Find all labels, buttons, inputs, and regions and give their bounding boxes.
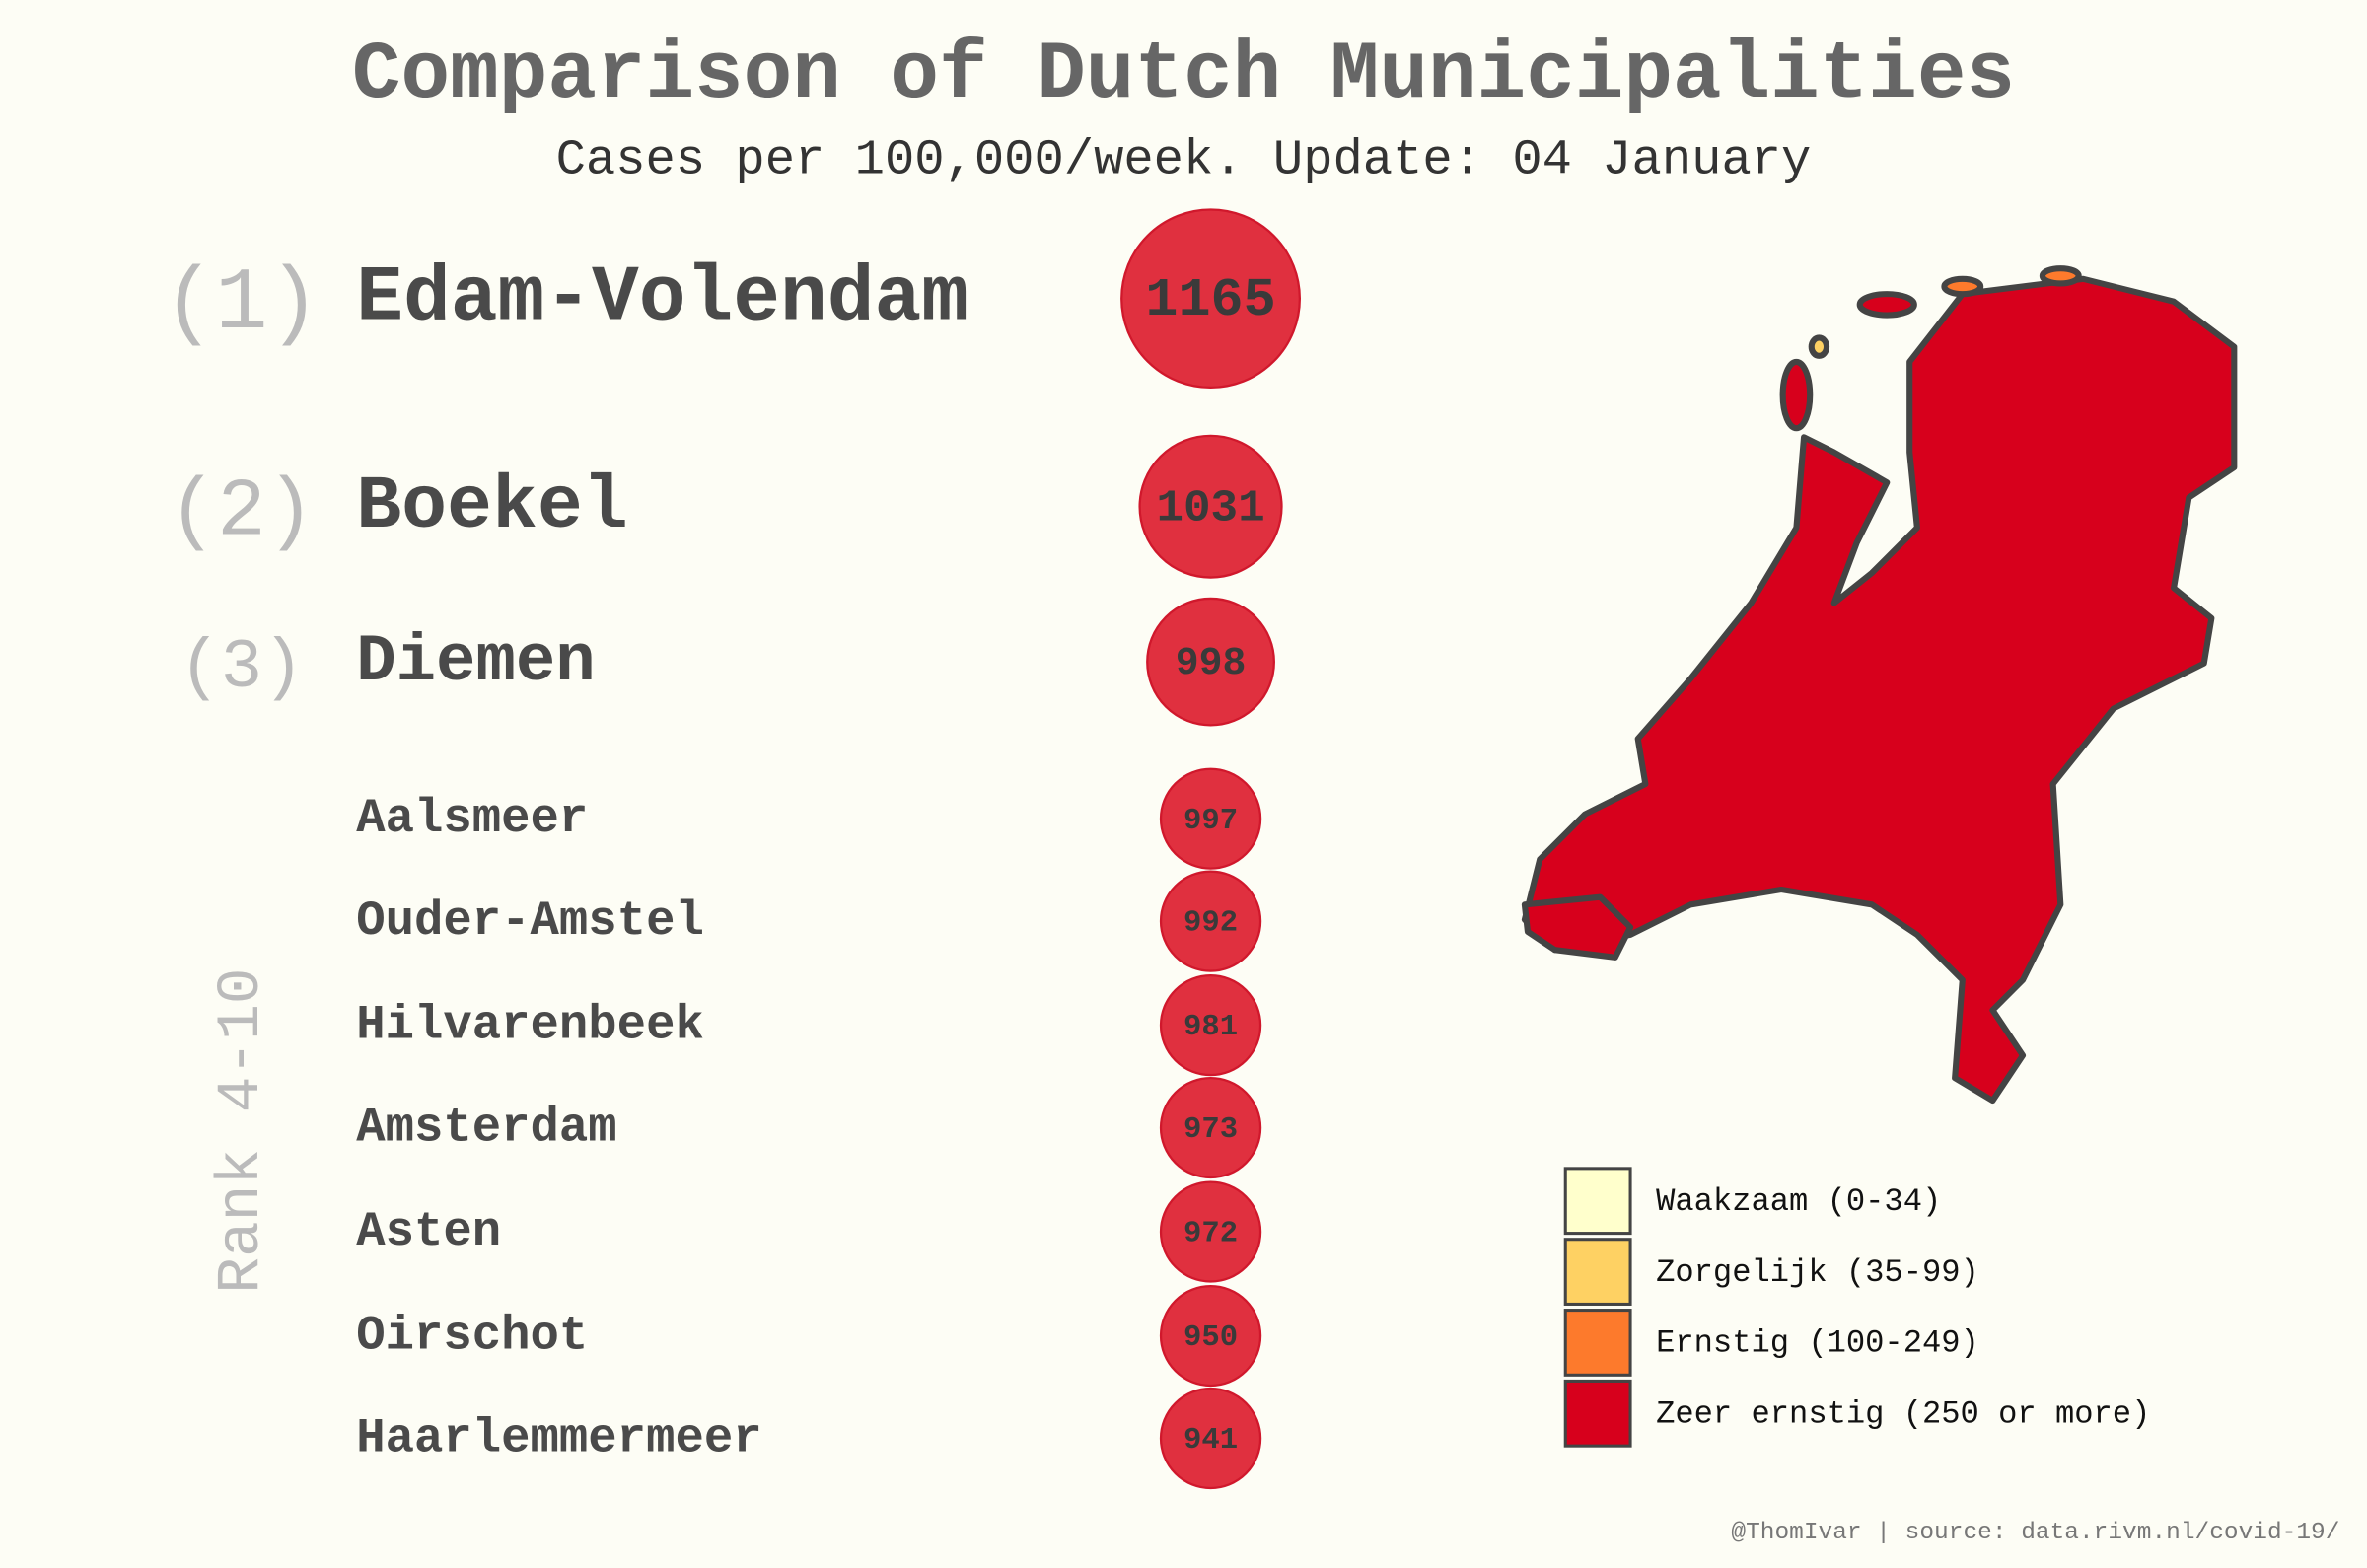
legend-label: Zorgelijk (35-99) (1656, 1254, 1979, 1291)
map-mainland (1521, 275, 2238, 1105)
map-island (1941, 275, 1984, 298)
municipality-name: Amsterdam (356, 1101, 616, 1156)
value-label: 1031 (1156, 482, 1264, 534)
map-island (1856, 291, 1917, 319)
municipality-name: Asten (356, 1204, 501, 1259)
map-island (1808, 334, 1830, 359)
value-bubble (1120, 208, 1302, 390)
value-bubble (1159, 1284, 1262, 1388)
rank-label: (1) (163, 254, 321, 354)
legend-label: Waakzaam (0-34) (1656, 1183, 1941, 1220)
value-label: 1165 (1145, 269, 1275, 331)
value-label: 950 (1184, 1321, 1238, 1355)
legend-swatch (1563, 1238, 1632, 1306)
value-bubble (1159, 767, 1262, 870)
value-bubble (1159, 1180, 1262, 1283)
legend-label: Zeer ernstig (250 or more) (1656, 1396, 2150, 1433)
value-bubble (1138, 434, 1283, 579)
value-bubble (1159, 1387, 1262, 1490)
legend-swatch (1563, 1379, 1632, 1448)
municipality-name: Oirschot (356, 1309, 588, 1364)
municipality-name: Boekel (356, 463, 628, 549)
municipality-name: Ouder-Amstel (356, 893, 704, 949)
value-label: 972 (1184, 1218, 1238, 1251)
legend-label: Ernstig (100-249) (1656, 1325, 1979, 1362)
map-island (2039, 265, 2082, 287)
value-bubble (1146, 597, 1275, 727)
value-label: 973 (1184, 1113, 1238, 1147)
value-label: 981 (1184, 1011, 1238, 1044)
value-bubble (1159, 1076, 1262, 1179)
rank-label: (2) (169, 466, 316, 559)
value-bubble (1159, 974, 1262, 1077)
chart-subtitle: Cases per 100,000/week. Update: 04 Janua… (556, 132, 1812, 188)
value-bubble (1159, 870, 1262, 972)
map (1521, 265, 2238, 1105)
value-label: 941 (1184, 1424, 1238, 1458)
chart-title: Comparison of Dutch Municipalities (352, 29, 2015, 121)
municipality-name: Edam-Volendam (356, 254, 968, 343)
group-label: Rank 4-10 (208, 968, 276, 1294)
map-island (1779, 358, 1814, 432)
value-label: 998 (1176, 641, 1247, 685)
legend-swatch (1563, 1167, 1632, 1236)
rank-label: (3) (179, 629, 305, 708)
value-label: 997 (1184, 805, 1238, 838)
municipality-name: Haarlemmermeer (356, 1410, 761, 1465)
municipality-name: Hilvarenbeek (356, 998, 704, 1053)
map-zeeland (1521, 893, 1634, 961)
legend-swatch (1563, 1309, 1632, 1377)
source-note: @ThomIvar | source: data.rivm.nl/covid-1… (1731, 1520, 2339, 1546)
municipality-name: Diemen (356, 625, 595, 700)
municipality-name: Aalsmeer (356, 791, 588, 846)
value-label: 992 (1184, 907, 1238, 941)
